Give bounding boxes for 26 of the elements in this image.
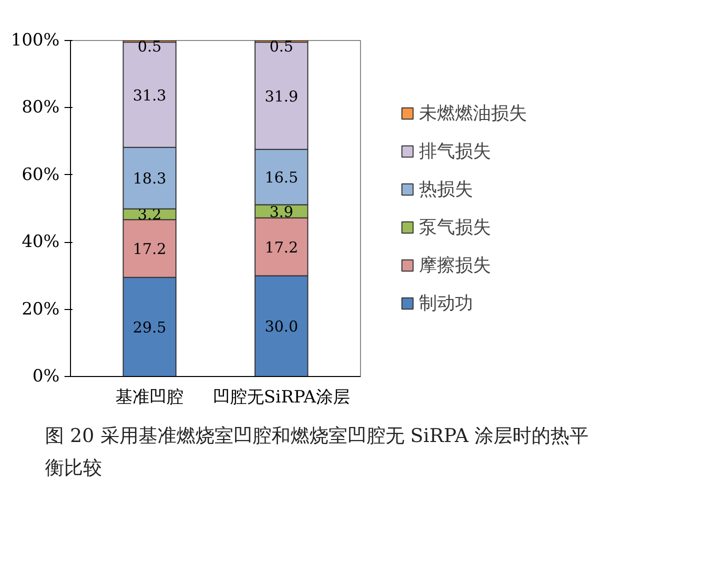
- data-label: 17.2: [132, 240, 166, 258]
- y-tick-label: 100%: [10, 30, 60, 50]
- data-label: 29.5: [132, 318, 166, 336]
- data-label: 18.3: [132, 170, 166, 188]
- text: 图 20 采用基准燃烧室凹腔和燃烧室凹腔无 SiRPA 涂层时的热平衡比较: [45, 424, 590, 482]
- data-label: 0.5: [269, 38, 294, 56]
- legend-label: 热损失: [419, 178, 473, 201]
- x-tick-label: 基准凹腔: [116, 388, 184, 408]
- legend-label: 泵气损失: [419, 216, 491, 239]
- data-label: 31.9: [264, 87, 298, 106]
- y-tick-label: 20%: [22, 299, 60, 320]
- y-tick-label: 80%: [22, 98, 60, 118]
- y-tick-label: 60%: [22, 164, 60, 185]
- data-label: 16.5: [264, 168, 298, 187]
- legend-label: 排气损失: [419, 140, 491, 163]
- y-tick-label: 40%: [22, 232, 60, 252]
- legend-label: 制动功: [419, 292, 473, 315]
- data-label: 3.9: [269, 202, 294, 221]
- data-label: 17.2: [264, 238, 298, 256]
- data-label: 31.3: [132, 86, 166, 104]
- y-tick-label: 0%: [32, 366, 60, 386]
- data-label: 0.5: [138, 38, 162, 56]
- x-tick-label: 凹腔无SiRPA涂层: [212, 388, 350, 408]
- data-label: 30.0: [264, 318, 298, 336]
- legend-label: 未燃燃油损失: [419, 102, 527, 125]
- legend-label: 摩擦损失: [419, 254, 491, 277]
